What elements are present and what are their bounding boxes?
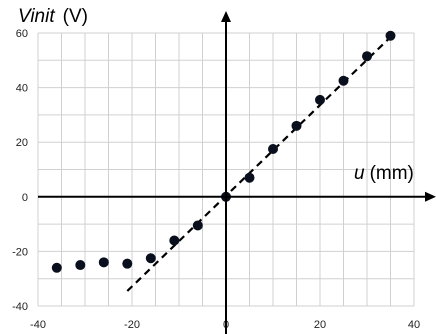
x-axis-title-unit: (mm) — [370, 163, 414, 184]
x-axis-title-variable: u — [354, 163, 365, 184]
x-tick-label: 40 — [408, 319, 420, 331]
y-tick-label: -20 — [12, 246, 28, 258]
y-axis-title-variable: Vinit — [18, 6, 55, 27]
data-point — [192, 220, 203, 231]
x-axis-title: u (mm) — [354, 163, 414, 184]
y-tick-label: 20 — [16, 137, 28, 149]
y-axis-title: Vinit (V) — [18, 6, 88, 27]
data-point — [362, 51, 372, 62]
y-tick-label: -40 — [12, 301, 28, 313]
data-point — [51, 262, 62, 273]
data-point — [244, 172, 255, 183]
data-point — [385, 30, 396, 41]
y-axis-arrow — [221, 11, 231, 22]
data-point — [291, 120, 302, 131]
x-tick-label: -40 — [30, 319, 46, 331]
fit-line — [126, 36, 392, 292]
x-tick-label: 20 — [314, 319, 326, 331]
y-tick-label: 60 — [16, 28, 28, 40]
y-tick-label: 0 — [22, 192, 28, 204]
x-tick-label: -20 — [124, 319, 140, 331]
data-point — [268, 144, 278, 155]
data-point — [145, 253, 156, 264]
data-point — [98, 257, 109, 268]
data-point — [75, 260, 86, 271]
data-point — [315, 94, 325, 105]
data-point — [169, 235, 180, 246]
y-tick-label: 40 — [16, 83, 28, 95]
data-point — [338, 75, 349, 86]
axes — [38, 11, 436, 334]
x-axis-arrow — [425, 191, 436, 202]
data-points — [51, 30, 396, 273]
data-point — [122, 258, 133, 269]
y-axis-title-unit: (V) — [63, 6, 88, 27]
fit-line-group — [126, 36, 392, 292]
